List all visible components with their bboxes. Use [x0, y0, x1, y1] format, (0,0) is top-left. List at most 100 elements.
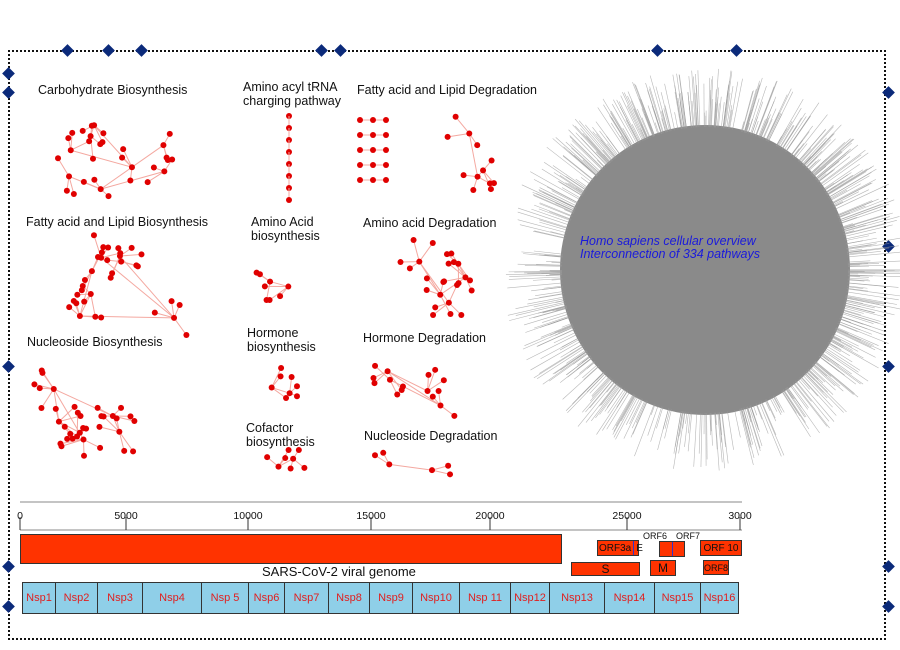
radial-link [532, 194, 575, 213]
network-node [39, 369, 46, 376]
radial-link [811, 138, 854, 176]
radial-link [706, 412, 708, 460]
network-node [70, 190, 77, 197]
radial-link [819, 154, 862, 186]
radial-link [568, 129, 606, 168]
radial-link [575, 178, 589, 188]
radial-link [509, 305, 567, 321]
network-node [66, 304, 73, 311]
network-edge [443, 276, 466, 282]
radial-link [792, 148, 800, 158]
radial-link [837, 205, 866, 218]
radial-link [579, 360, 595, 374]
network-edge [389, 463, 433, 471]
network-edge [427, 379, 445, 392]
radial-link [846, 288, 868, 292]
radial-link [676, 73, 685, 129]
radial-link [687, 412, 693, 452]
network-node [104, 257, 111, 264]
radial-link [543, 162, 587, 191]
network-node [432, 366, 439, 373]
network-node [121, 447, 128, 454]
radial-link [613, 394, 635, 432]
radial-link [840, 316, 864, 325]
radial-link [533, 250, 563, 255]
radial-link [558, 325, 574, 333]
radial-link [599, 130, 619, 157]
radial-link [533, 315, 570, 329]
radial-link [732, 78, 743, 130]
radial-link [627, 91, 649, 139]
network-edge [58, 406, 75, 422]
radial-link [535, 291, 564, 297]
radial-link [625, 119, 639, 144]
radial-link [570, 143, 601, 173]
e-label: E [633, 541, 643, 555]
radial-link [746, 406, 761, 451]
orf6-orf7-box [659, 541, 685, 557]
network-edge [413, 239, 420, 262]
network-node [74, 291, 81, 298]
figure-frame [8, 50, 886, 640]
network-edge [103, 416, 120, 433]
orf10-box: ORF 10 [700, 540, 742, 556]
panel-label-carbohydrate-biosynthesis: Carbohydrate Biosynthesis [38, 83, 188, 97]
radial-link [714, 68, 719, 128]
radial-link [840, 315, 871, 327]
network-node [90, 232, 97, 239]
radial-link [603, 104, 631, 149]
network-edge [83, 181, 101, 190]
radial-link [611, 117, 631, 149]
radial-link [514, 271, 563, 273]
network-edge [431, 469, 451, 475]
network-edge [122, 148, 133, 168]
radial-link [781, 390, 811, 438]
orf7-label: ORF7 [676, 531, 701, 541]
radial-link [831, 335, 842, 342]
radial-link [844, 235, 870, 242]
radial-link [838, 198, 889, 219]
radial-link [578, 120, 614, 161]
radial-link [723, 71, 733, 129]
network-edge [455, 116, 470, 134]
radial-link [574, 118, 612, 162]
network-node [455, 260, 462, 267]
network-node [261, 283, 268, 290]
network-node [383, 117, 389, 123]
radial-link [698, 412, 701, 454]
radial-link [632, 82, 654, 137]
panel-label-nucleoside-degradation: Nucleoside Degradation [364, 429, 498, 443]
network-node [119, 154, 126, 161]
panel-label-amino-acid-biosynthesis: Amino Acid biosynthesis [251, 215, 320, 243]
radial-link [534, 204, 572, 220]
radial-link [546, 260, 563, 263]
network-node [275, 463, 282, 470]
network-node [460, 172, 467, 179]
network-node [288, 374, 295, 381]
nsp-segment: Nsp12 [510, 582, 550, 614]
network-node [38, 404, 45, 411]
network-node [383, 162, 389, 168]
radial-link [582, 378, 612, 413]
network-node [74, 433, 81, 440]
radial-link [846, 237, 900, 248]
radial-link [817, 156, 851, 183]
radial-link [726, 86, 734, 129]
network-node [98, 254, 105, 261]
radial-link [549, 325, 574, 336]
network-node [253, 269, 260, 276]
radial-link [645, 82, 662, 134]
radial-link [814, 362, 832, 377]
radial-link [591, 376, 611, 398]
radial-link [830, 338, 844, 347]
radial-link [779, 125, 795, 149]
radial-link [841, 214, 884, 229]
network-edge [119, 253, 142, 257]
nsp-segment: Nsp6 [248, 582, 285, 614]
radial-link [597, 159, 606, 169]
radial-link [629, 398, 643, 424]
overview-caption: Homo sapiens cellular overview Interconn… [580, 235, 830, 261]
radial-link [785, 387, 807, 418]
network-node [128, 244, 135, 251]
radial-link [845, 297, 880, 305]
